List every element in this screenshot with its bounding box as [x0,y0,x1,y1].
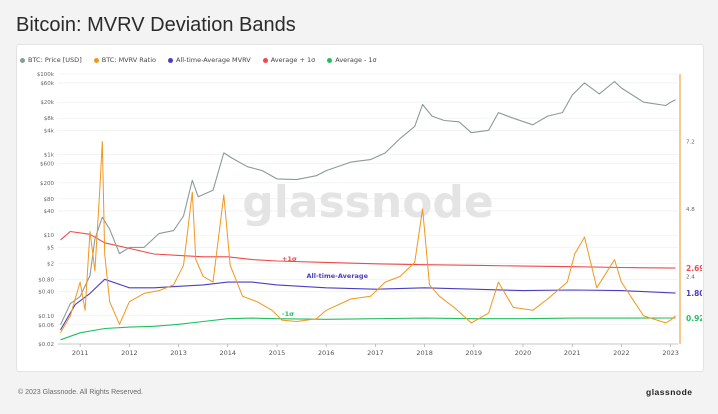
y-left-tick-label: $0.02 [38,342,54,348]
legend-label: All-time-Average MVRV [176,56,251,64]
watermark: glassnode [242,177,494,228]
ath-average-series-line [60,278,676,331]
x-tick-label: 2013 [170,349,187,357]
glassnode-logo: glassnode [646,387,693,397]
x-tick-label: 2019 [466,349,483,357]
legend-label: Average + 1σ [270,56,316,64]
chart-title: Bitcoin: MVRV Deviation Bands [16,14,296,36]
y-left-tick-label: $20k [40,100,54,106]
legend-dot-icon [327,57,333,63]
x-tick-label: 2016 [318,349,335,357]
x-tick-label: 2022 [613,349,630,357]
x-tick-label: 2011 [72,349,89,357]
chart-canvas: $100k $60k $20k $8k $4k $1k $600 $200 $80 $40 $10 $… [37,72,702,357]
legend-item-price[interactable]: BTC: Price [USD] [20,56,82,64]
y-left-tick-label: $200 [40,181,54,187]
end-label-plus1: 2.699 [686,264,702,273]
chart-legend: BTC: Price [USD] BTC: MVRV Ratio All-tim… [20,56,377,64]
x-tick-label: 2021 [564,349,581,357]
y-left-tick-label: $5 [47,245,54,251]
y-left-tick-label: $1k [44,153,55,159]
price-series-line [60,80,676,326]
legend-dot-icon [20,57,25,63]
y-left-tick-label: $0.10 [38,314,54,320]
y-left-tick-label: $60k [40,81,54,87]
legend-item-plus1[interactable]: Average + 1σ [262,56,316,64]
y-left-tick-label: $0.40 [38,290,54,296]
y-left-tick-label: $4k [44,128,55,134]
legend-item-ath-average[interactable]: All-time-Average MVRV [168,56,251,64]
y-left-tick-label: $0.80 [38,277,54,283]
x-tick-label: 2023 [662,349,679,357]
legend-dot-icon [168,57,173,63]
annotation-ath-average: All-time-Average [306,272,368,280]
y-left-tick-label: $8k [44,116,55,122]
x-tick-label: 2020 [515,349,532,357]
x-tick-label: 2018 [416,349,433,357]
copyright-footer: © 2023 Glassnode. All Rights Reserved. [18,389,144,396]
plus1-series-line [60,230,676,269]
y-left-tick-label: $600 [40,162,54,168]
minus1-series-line [60,317,676,341]
annotation-plus1: +1σ [282,255,297,263]
legend-label: BTC: Price [USD] [28,56,82,64]
y-right-tick-label: 2.4 [686,275,695,281]
y-right-tick-label: 4.8 [686,207,695,213]
y-left-tick-label: $100k [37,72,55,78]
legend-item-minus1[interactable]: Average - 1σ [327,56,377,64]
y-left-tick-label: $40 [44,209,55,215]
x-tick-label: 2012 [121,349,138,357]
legend-label: Average - 1σ [335,56,377,64]
end-label-minus1: 0.925 [686,314,702,323]
x-tick-label: 2017 [367,349,384,357]
x-tick-label: 2014 [219,349,236,357]
annotation-minus1: -1σ [282,310,294,318]
y-left-tick-label: $2 [47,261,54,267]
legend-item-mvrv[interactable]: BTC: MVRV Ratio [93,56,156,64]
legend-dot-icon [93,57,99,63]
legend-dot-icon [262,57,268,63]
y-left-tick-label: $10 [44,233,55,239]
x-tick-label: 2015 [269,349,286,357]
mvrv-series-line [60,141,676,334]
y-left-tick-label: $0.06 [38,323,54,329]
y-right-tick-label: 7.2 [686,140,695,146]
legend-label: BTC: MVRV Ratio [101,56,156,64]
y-left-tick-label: $80 [44,197,55,203]
chart-card [16,44,704,372]
end-label-ath-average: 1.808 [686,289,702,298]
